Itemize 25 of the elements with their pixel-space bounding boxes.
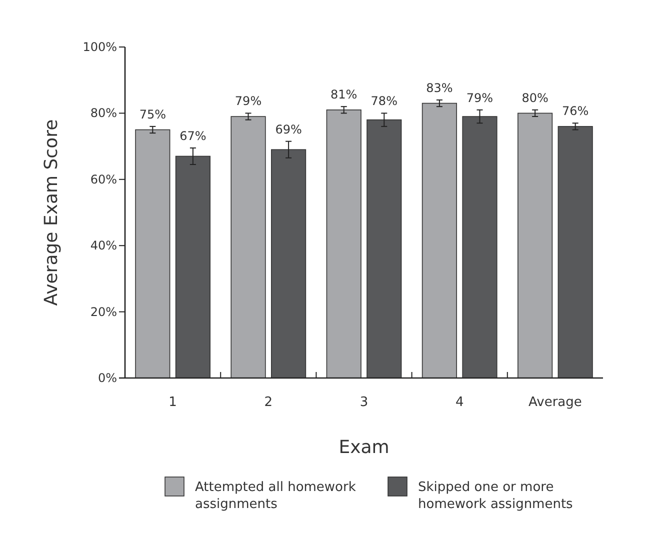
y-tick-label: 60% bbox=[90, 172, 117, 186]
data-label: 80% bbox=[522, 90, 548, 105]
x-tick-label: 1 bbox=[168, 395, 177, 410]
data-label: 67% bbox=[180, 128, 206, 143]
x-axis-title: Exam bbox=[338, 437, 390, 458]
data-label: 81% bbox=[330, 88, 358, 102]
y-tick-label: 0% bbox=[98, 371, 117, 385]
data-label: 83% bbox=[426, 80, 453, 95]
y-axis-title: Average Exam Score bbox=[41, 119, 62, 306]
y-tick-label: 100% bbox=[82, 40, 117, 54]
data-label: 79% bbox=[234, 94, 262, 108]
data-label: 78% bbox=[370, 94, 398, 108]
x-tick-label: 3 bbox=[360, 395, 368, 410]
data-label: 79% bbox=[466, 90, 494, 105]
x-tick-label: 2 bbox=[264, 395, 273, 410]
y-tick-label: 20% bbox=[90, 304, 117, 319]
y-tick-label: 40% bbox=[90, 238, 117, 253]
legend-label: Skipped one or more homework assignments bbox=[418, 480, 574, 512]
x-tick-label: Average bbox=[528, 395, 582, 410]
data-label: 76% bbox=[562, 104, 589, 118]
y-tick-label: 80% bbox=[90, 106, 117, 120]
x-tick-label: 4 bbox=[455, 395, 464, 410]
data-label: 69% bbox=[275, 122, 302, 136]
legend-label: Attempted all homework assignments bbox=[195, 480, 356, 512]
data-label: 75% bbox=[139, 107, 166, 122]
